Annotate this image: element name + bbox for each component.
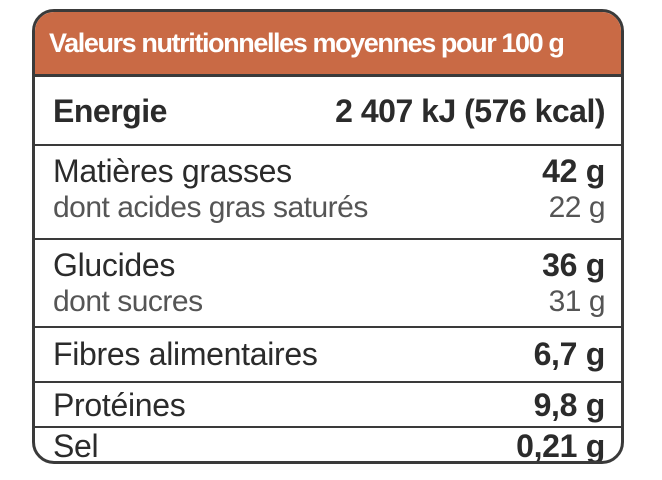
- fat-row: Matières grasses 42 g dont acides gras s…: [35, 144, 621, 238]
- fibre-label: Fibres alimentaires: [53, 335, 318, 372]
- energy-row: Energie 2 407 kJ (576 kcal): [35, 78, 621, 144]
- protein-label: Protéines: [53, 386, 186, 423]
- table-header: Valeurs nutritionnelles moyennes pour 10…: [35, 12, 621, 77]
- salt-value: 0,21 g: [516, 427, 605, 464]
- carbs-label: Glucides: [53, 246, 176, 283]
- salt-row: Sel 0,21 g: [35, 426, 621, 464]
- sugars-value: 31 g: [548, 285, 606, 318]
- carbs-row: Glucides 36 g dont sucres 31 g: [35, 238, 621, 326]
- energy-value: 2 407 kJ (576 kcal): [335, 92, 605, 129]
- saturated-fat-label: dont acides gras saturés: [53, 191, 368, 224]
- protein-row: Protéines 9,8 g: [35, 381, 621, 426]
- fat-label: Matières grasses: [53, 152, 292, 189]
- fibre-value: 6,7 g: [533, 335, 606, 372]
- fat-value: 42 g: [542, 152, 605, 189]
- carbs-value: 36 g: [542, 246, 605, 283]
- energy-label: Energie: [53, 92, 167, 129]
- sugars-label: dont sucres: [53, 285, 203, 318]
- saturated-fat-value: 22 g: [548, 191, 606, 224]
- salt-label: Sel: [53, 427, 99, 464]
- header-title: Valeurs nutritionnelles moyennes pour 10…: [49, 27, 565, 58]
- protein-value: 9,8 g: [533, 386, 606, 423]
- fibre-row: Fibres alimentaires 6,7 g: [35, 326, 621, 381]
- nutrition-table: Valeurs nutritionnelles moyennes pour 10…: [32, 9, 624, 464]
